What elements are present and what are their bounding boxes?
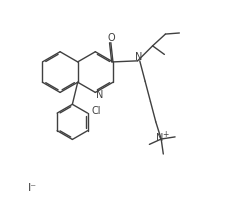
Text: O: O: [107, 33, 114, 43]
Text: I⁻: I⁻: [27, 183, 37, 193]
Text: N: N: [95, 90, 103, 100]
Text: N: N: [156, 133, 163, 143]
Text: Cl: Cl: [91, 106, 101, 116]
Text: N: N: [135, 52, 142, 62]
Text: +: +: [162, 130, 168, 139]
